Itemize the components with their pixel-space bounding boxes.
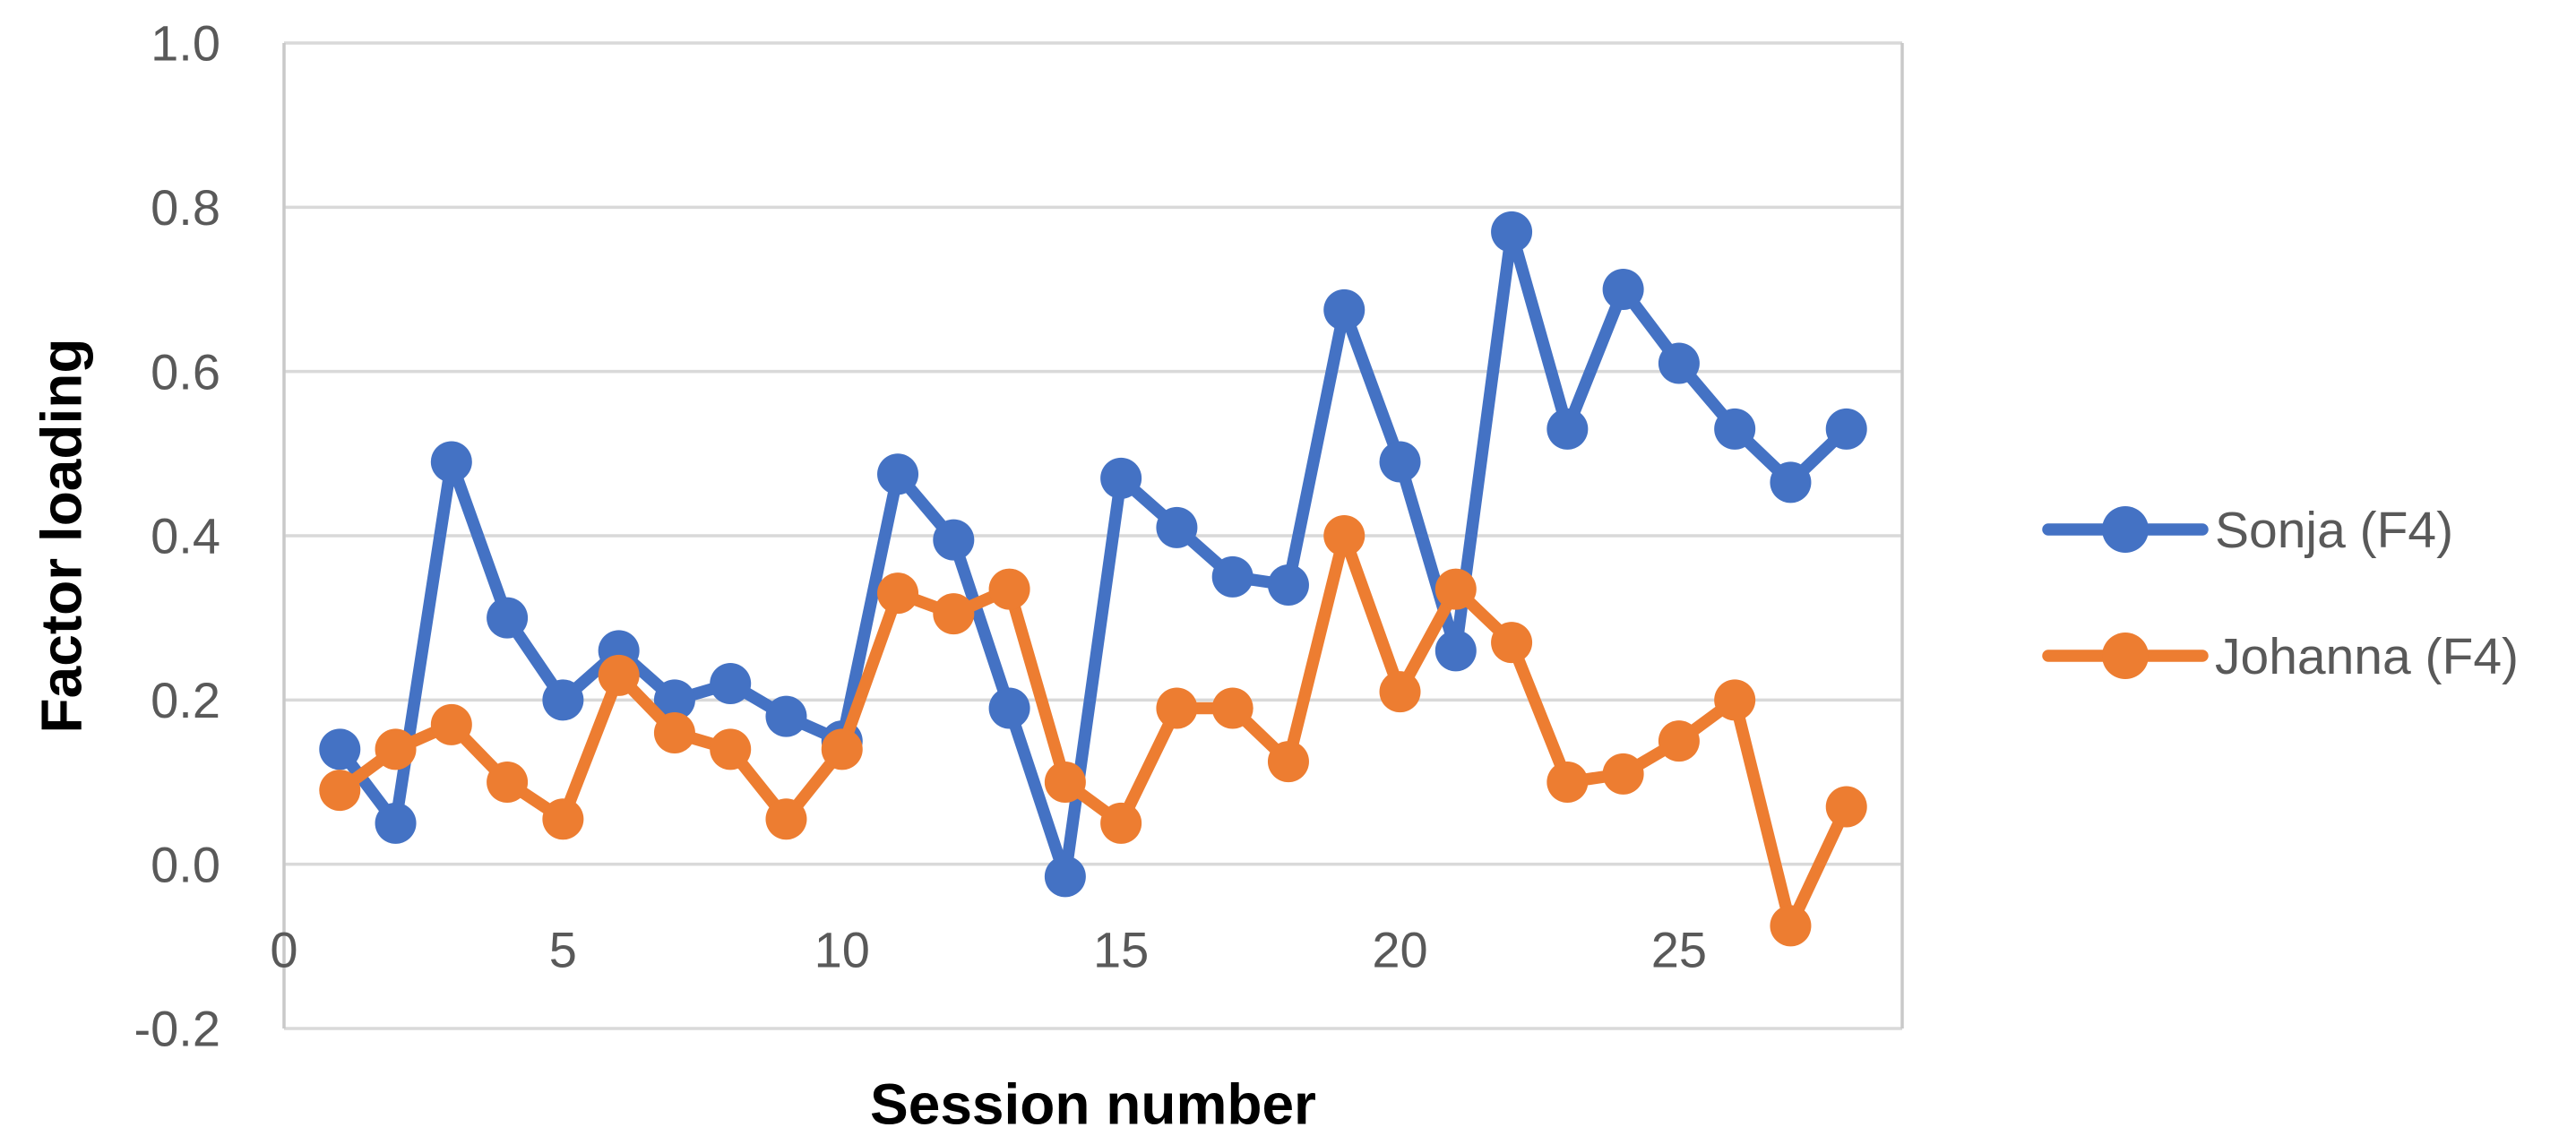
data-point-sonja-23 bbox=[1546, 408, 1589, 450]
data-point-sonja-12 bbox=[933, 519, 975, 561]
y-tick-label: 0.2 bbox=[151, 672, 220, 728]
y-tick-label: 0.4 bbox=[151, 508, 220, 564]
data-point-johanna-11 bbox=[877, 572, 919, 615]
data-point-johanna-21 bbox=[1434, 568, 1477, 610]
legend-label-johanna: Johanna (F4) bbox=[2215, 628, 2519, 685]
y-tick-label: 0.8 bbox=[151, 179, 220, 236]
data-point-johanna-9 bbox=[765, 798, 807, 840]
data-point-johanna-27 bbox=[1770, 905, 1812, 947]
x-tick-label: 15 bbox=[1093, 922, 1149, 978]
y-axis-title: Factor loading bbox=[29, 339, 93, 734]
data-point-sonja-2 bbox=[375, 802, 417, 844]
data-point-johanna-10 bbox=[821, 728, 863, 770]
data-point-sonja-13 bbox=[988, 687, 1030, 729]
data-point-johanna-7 bbox=[653, 712, 695, 753]
data-point-johanna-14 bbox=[1044, 762, 1086, 803]
data-point-johanna-20 bbox=[1379, 671, 1421, 713]
series-line-johanna bbox=[333, 529, 1853, 933]
data-point-sonja-8 bbox=[710, 663, 752, 704]
data-point-sonja-3 bbox=[430, 441, 472, 483]
data-point-johanna-15 bbox=[1100, 802, 1142, 844]
data-point-sonja-25 bbox=[1658, 342, 1700, 384]
data-point-sonja-20 bbox=[1379, 441, 1421, 483]
data-point-johanna-12 bbox=[933, 593, 975, 635]
y-tick-label: 0.6 bbox=[151, 343, 220, 400]
data-point-sonja-19 bbox=[1323, 288, 1366, 331]
data-point-johanna-6 bbox=[598, 654, 640, 696]
legend: Sonja (F4) Johanna (F4) bbox=[2042, 502, 2519, 685]
y-tick-label: 0.0 bbox=[151, 836, 220, 892]
legend-swatches bbox=[2042, 506, 2209, 679]
data-point-johanna-25 bbox=[1658, 720, 1700, 762]
series-lines bbox=[319, 211, 1867, 947]
data-point-johanna-18 bbox=[1267, 741, 1309, 783]
series-line-sonja bbox=[333, 226, 1853, 883]
data-point-johanna-8 bbox=[710, 728, 752, 770]
data-point-sonja-5 bbox=[542, 679, 584, 721]
x-tick-label: 5 bbox=[549, 922, 577, 978]
data-point-johanna-2 bbox=[375, 728, 417, 770]
legend-label-sonja: Sonja (F4) bbox=[2215, 502, 2453, 559]
data-point-sonja-22 bbox=[1491, 211, 1533, 253]
x-axis-title: Session number bbox=[870, 1071, 1316, 1136]
data-point-sonja-21 bbox=[1434, 630, 1477, 672]
data-point-johanna-4 bbox=[487, 762, 529, 803]
data-point-sonja-18 bbox=[1267, 564, 1309, 606]
axis-frame bbox=[282, 43, 1904, 1028]
data-point-sonja-4 bbox=[487, 597, 529, 639]
data-point-sonja-7 bbox=[653, 679, 695, 721]
data-point-sonja-16 bbox=[1156, 506, 1198, 548]
data-point-johanna-17 bbox=[1211, 687, 1254, 729]
legend-marker-johanna bbox=[2102, 633, 2149, 679]
data-point-sonja-26 bbox=[1714, 408, 1756, 450]
gridlines bbox=[284, 41, 1902, 1030]
data-point-johanna-24 bbox=[1602, 753, 1644, 795]
x-tick-label: 0 bbox=[270, 922, 297, 978]
legend-marker-sonja bbox=[2102, 506, 2149, 553]
data-point-johanna-5 bbox=[542, 798, 584, 840]
data-point-johanna-13 bbox=[988, 568, 1030, 610]
y-tick-label: 1.0 bbox=[151, 15, 220, 72]
x-tick-label: 20 bbox=[1372, 922, 1427, 978]
data-point-johanna-16 bbox=[1156, 687, 1198, 729]
data-point-johanna-26 bbox=[1714, 679, 1756, 721]
data-point-johanna-19 bbox=[1323, 515, 1366, 556]
y-tick-label: -0.2 bbox=[134, 1001, 221, 1057]
data-point-sonja-11 bbox=[877, 453, 919, 495]
x-tick-labels: 0 5 10 15 20 25 bbox=[270, 922, 1707, 978]
data-point-sonja-9 bbox=[765, 695, 807, 737]
data-point-sonja-1 bbox=[319, 728, 361, 770]
y-tick-labels: 1.0 0.8 0.6 0.4 0.2 0.0 -0.2 bbox=[134, 15, 221, 1057]
x-tick-label: 25 bbox=[1651, 922, 1707, 978]
data-point-johanna-23 bbox=[1546, 762, 1589, 803]
data-point-sonja-17 bbox=[1211, 555, 1254, 598]
data-point-johanna-1 bbox=[319, 770, 361, 812]
x-tick-label: 10 bbox=[814, 922, 870, 978]
data-point-johanna-22 bbox=[1491, 622, 1533, 664]
data-point-sonja-14 bbox=[1044, 856, 1086, 898]
series-sonja bbox=[319, 211, 1867, 898]
data-point-sonja-28 bbox=[1825, 408, 1867, 450]
data-point-sonja-27 bbox=[1770, 461, 1812, 503]
data-point-johanna-3 bbox=[430, 703, 472, 745]
data-point-johanna-28 bbox=[1825, 786, 1867, 828]
data-point-sonja-24 bbox=[1602, 269, 1644, 310]
data-point-sonja-15 bbox=[1100, 457, 1142, 499]
series-johanna bbox=[319, 515, 1867, 947]
